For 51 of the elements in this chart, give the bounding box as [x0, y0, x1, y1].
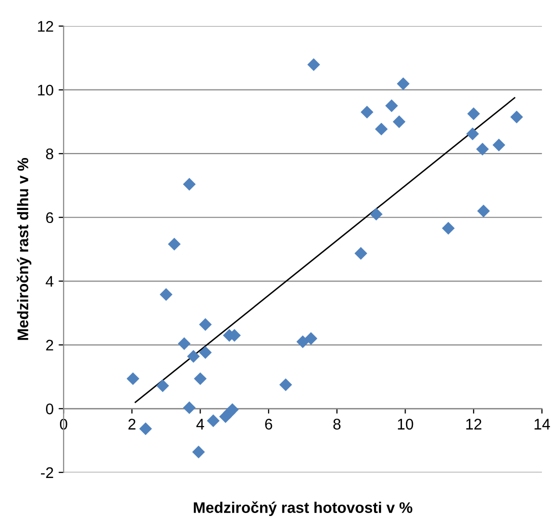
point — [307, 58, 320, 72]
y-tick-label: 6 — [46, 212, 54, 224]
point — [476, 142, 489, 156]
y-tick-label: 12 — [38, 20, 54, 32]
point — [374, 122, 388, 136]
x-tick-label: 2 — [128, 418, 136, 430]
point — [182, 178, 196, 191]
point — [360, 106, 374, 119]
point — [370, 208, 383, 221]
x-axis-title: Medziročný rast hotovosti v % — [194, 501, 412, 516]
point — [187, 350, 200, 363]
point — [442, 222, 455, 235]
x-tick-label: 14 — [534, 418, 550, 430]
x-tick-label: 6 — [265, 418, 272, 430]
y-tick-label: 4 — [46, 276, 54, 287]
point — [156, 379, 170, 392]
point — [178, 337, 191, 350]
point — [492, 138, 506, 152]
point — [192, 446, 205, 458]
y-tick-label: 0 — [46, 404, 54, 414]
point — [510, 110, 524, 124]
point — [279, 378, 292, 392]
point — [139, 422, 152, 436]
point — [182, 401, 196, 414]
point — [160, 288, 172, 301]
point — [226, 403, 239, 416]
y-tick-label: 2 — [46, 340, 54, 350]
point — [199, 318, 212, 331]
point — [354, 247, 368, 260]
point — [477, 204, 490, 218]
point — [168, 238, 181, 251]
x-tick-label: 8 — [333, 418, 341, 430]
y-axis-title: Medziročný rast dlhu v % — [16, 158, 32, 340]
x-tick-label: 0 — [60, 418, 68, 430]
point — [206, 414, 220, 428]
x-tick-label: 4 — [196, 418, 204, 430]
point — [467, 107, 480, 120]
point — [304, 332, 318, 345]
point — [199, 346, 212, 359]
x-tick-label: 10 — [398, 418, 414, 430]
point — [392, 115, 406, 128]
point — [126, 372, 140, 386]
point — [194, 372, 207, 386]
y-tick-label: 10 — [38, 84, 54, 96]
point — [396, 77, 410, 90]
point — [385, 99, 398, 112]
point — [296, 335, 310, 348]
y-tick-label: -2 — [40, 467, 54, 478]
y-tick-label: 8 — [46, 148, 54, 160]
x-tick-label: 12 — [466, 418, 482, 430]
point — [466, 127, 479, 140]
